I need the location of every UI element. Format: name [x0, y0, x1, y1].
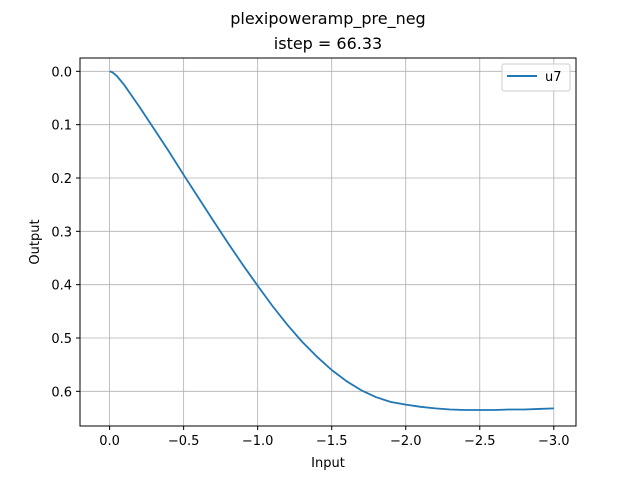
y-axis-label: Output [28, 219, 43, 264]
y-tick-label: 0.0 [51, 65, 72, 80]
x-tick-label: −2.5 [464, 434, 496, 449]
chart-title: plexipoweramp_pre_neg [230, 9, 425, 29]
chart-subtitle: istep = 66.33 [274, 34, 382, 53]
legend: u7 [501, 63, 571, 92]
plot-area-frame [79, 57, 577, 427]
x-tick-label: −2.0 [390, 434, 422, 449]
legend-box [501, 63, 571, 92]
series-layer [109, 70, 554, 411]
legend-label-u7: u7 [545, 70, 562, 85]
y-tick-label: 0.1 [51, 119, 72, 134]
y-axis-ticks: 0.0 0.1 0.2 0.3 0.4 0.5 0.6 [51, 65, 80, 400]
grid [80, 58, 576, 426]
x-axis-label: Input [311, 456, 345, 471]
y-tick-label: 0.4 [51, 279, 72, 294]
y-tick-label: 0.3 [51, 225, 72, 240]
x-tick-label: −3.0 [538, 434, 570, 449]
x-tick-label: 0.0 [99, 434, 120, 449]
x-axis-ticks: 0.0 −0.5 −1.0 −1.5 −2.0 −2.5 −3.0 [99, 426, 570, 449]
series-line-u7 [109, 70, 554, 411]
x-tick-label: −0.5 [168, 434, 200, 449]
x-tick-label: −1.0 [242, 434, 274, 449]
y-tick-label: 0.5 [51, 332, 72, 347]
y-tick-label: 0.6 [51, 385, 72, 400]
x-tick-label: −1.5 [316, 434, 348, 449]
y-tick-label: 0.2 [51, 172, 72, 187]
